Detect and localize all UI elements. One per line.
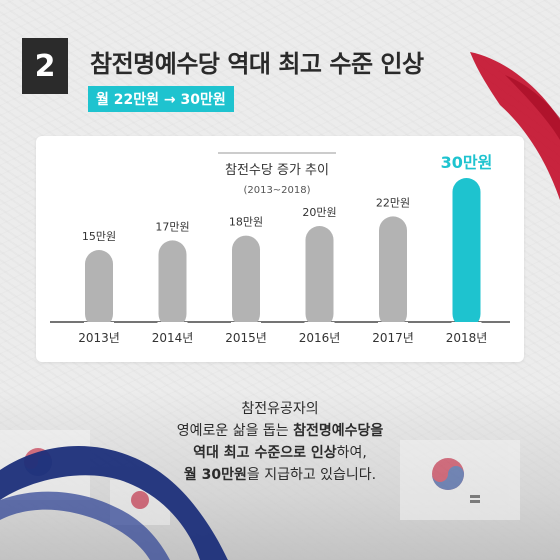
x-tick-label: 2014년 <box>152 331 194 345</box>
bars-group: 15만원 2013년 17만원 2014년 18만원 2015년 20만원 2016년 22만원… <box>78 153 492 345</box>
body-text: 참전유공자의 영예로운 삶을 돕는 참전명예수당을 역대 최고 수준으로 인상하… <box>0 398 560 486</box>
bar-base-mask <box>231 322 261 330</box>
body-line-3-bold: 역대 최고 수준으로 인상 <box>193 445 337 461</box>
x-tick-label: 2015년 <box>225 331 267 345</box>
body-line-3: 역대 최고 수준으로 인상하여, <box>0 442 560 464</box>
bar-base-mask <box>84 322 114 330</box>
bar-2015년 <box>232 235 260 328</box>
bar-base-mask <box>378 322 408 330</box>
value-label: 22만원 <box>376 196 410 209</box>
x-tick-label: 2017년 <box>372 331 414 345</box>
body-line-2: 영예로운 삶을 돕는 참전명예수당을 <box>0 420 560 442</box>
body-line-4: 월 30만원을 지급하고 있습니다. <box>0 464 560 486</box>
value-label: 20만원 <box>302 206 336 219</box>
bar-chart: 참전수당 증가 추이 (2013~2018) 15만원 2013년 17만원 2014… <box>50 152 510 345</box>
bar-2016년 <box>305 226 334 328</box>
value-label: 15만원 <box>82 230 116 243</box>
page-title: 참전명예수당 역대 최고 수준 인상 <box>90 50 424 78</box>
body-line-4-normal: 을 지급하고 있습니다. <box>246 467 377 483</box>
chart-title: 참전수당 증가 추이 <box>225 163 329 178</box>
chart-subtitle: (2013~2018) <box>243 185 310 196</box>
bar-2014년 <box>158 240 187 328</box>
x-tick-label: 2013년 <box>78 331 120 345</box>
body-line-1: 참전유공자의 <box>241 401 319 417</box>
value-label: 30만원 <box>441 153 493 172</box>
body-line-3-normal: 하여, <box>336 445 367 461</box>
x-tick-label: 2016년 <box>299 331 341 345</box>
value-label: 17만원 <box>155 220 189 233</box>
chart-card: 참전수당 증가 추이 (2013~2018) 15만원 2013년 17만원 2014… <box>36 136 524 362</box>
bar-2018년 <box>452 178 481 328</box>
body-line-2-bold: 참전명예수당을 <box>293 423 384 439</box>
bar-2013년 <box>85 250 113 328</box>
body-line-2-normal: 영예로운 삶을 돕는 <box>176 423 294 439</box>
value-label: 18만원 <box>229 216 263 229</box>
section-number-badge: 2 <box>22 38 68 94</box>
body-line-4-bold: 월 30만원 <box>183 467 247 483</box>
x-tick-label: 2018년 <box>446 331 488 345</box>
bar-base-mask <box>451 322 482 330</box>
bar-2017년 <box>379 216 407 328</box>
bar-base-mask <box>157 322 188 330</box>
subtitle-badge: 월 22만원 → 30만원 <box>88 86 234 112</box>
bar-base-mask <box>304 322 335 330</box>
